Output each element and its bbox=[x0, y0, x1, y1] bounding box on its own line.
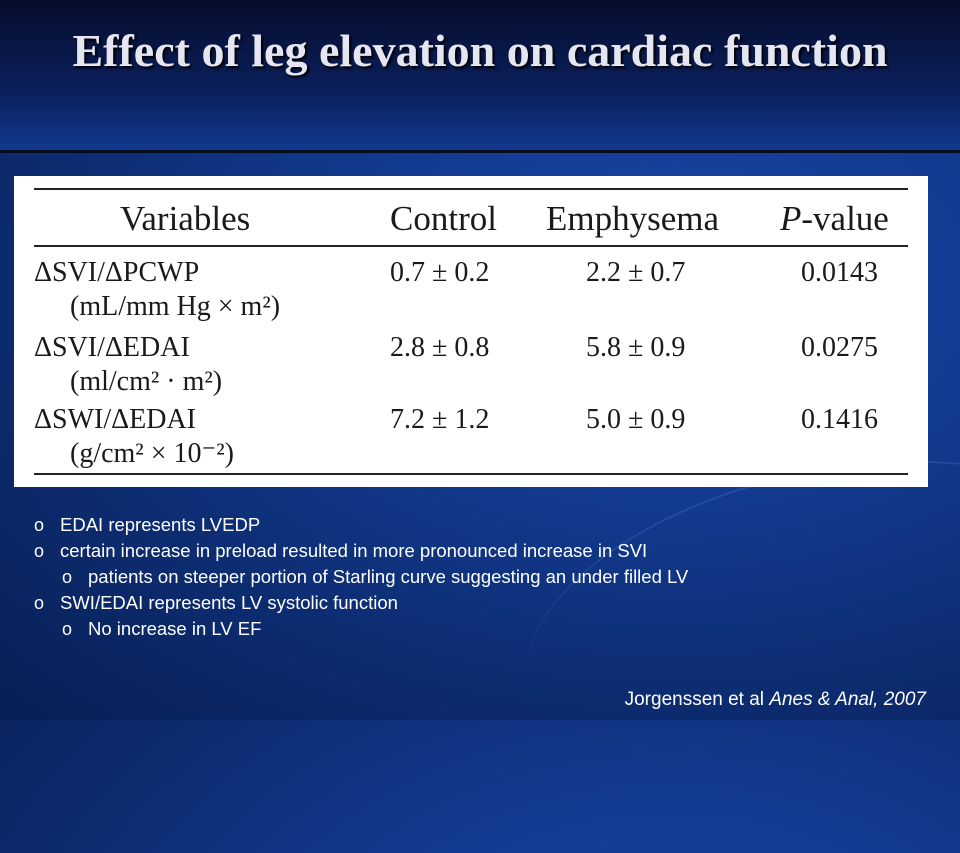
row-2-control: 2.8 ± 0.8 bbox=[390, 332, 490, 363]
row-1-p-value: 0.0143 bbox=[801, 257, 878, 288]
note-text: No increase in LV EF bbox=[88, 618, 262, 639]
table-bottom-rule bbox=[34, 473, 908, 475]
table-header-rule bbox=[34, 245, 908, 247]
note-subitem: o No increase in LV EF bbox=[34, 616, 934, 642]
note-subitem: o patients on steeper portion of Starling… bbox=[34, 564, 934, 590]
row-1-control: 0.7 ± 0.2 bbox=[390, 257, 490, 288]
header-p-suffix: -value bbox=[801, 199, 889, 238]
citation: Jorgenssen et al Anes & Anal, 2007 bbox=[625, 688, 926, 712]
row-2-p-value: 0.0275 bbox=[801, 332, 878, 363]
note-text: SWI/EDAI represents LV systolic function bbox=[60, 592, 398, 613]
bullet-marker-icon: o bbox=[62, 567, 73, 587]
header-p-value: P-value bbox=[780, 198, 889, 240]
row-2-variable: ΔSVI/ΔEDAI bbox=[34, 332, 190, 363]
citation-authors: Jorgenssen et al bbox=[624, 689, 770, 710]
row-1-variable: ΔSVI/ΔPCWP bbox=[34, 257, 200, 288]
note-text: EDAI represents LVEDP bbox=[60, 514, 261, 535]
slide-title: Effect of leg elevation on cardiac funct… bbox=[72, 25, 888, 76]
note-text: patients on steeper portion of Starling … bbox=[88, 566, 689, 587]
citation-journal: Anes & Anal, 2007 bbox=[769, 689, 926, 710]
note-item: o certain increase in preload resulted in… bbox=[34, 538, 934, 564]
header-p-letter: P bbox=[780, 199, 802, 238]
note-text: certain increase in preload resulted in … bbox=[60, 540, 648, 561]
row-2-emphysema: 5.8 ± 0.9 bbox=[586, 332, 686, 363]
header-variables: Variables bbox=[120, 199, 251, 238]
bullet-marker-icon: o bbox=[34, 541, 45, 561]
row-3-units: (g/cm² × 10⁻²) bbox=[70, 438, 234, 469]
bullet-marker-icon: o bbox=[34, 515, 45, 535]
row-3-variable: ΔSWI/ΔEDAI bbox=[34, 404, 196, 435]
notes-list: o EDAI represents LVEDP o certain increase… bbox=[34, 512, 934, 642]
results-table-image: Variables Control Emphysema P-value ΔSVI… bbox=[14, 176, 928, 487]
title-divider bbox=[0, 150, 960, 153]
title-band bbox=[0, 0, 960, 152]
row-2-units: (ml/cm² · m²) bbox=[70, 366, 223, 397]
row-1-emphysema: 2.2 ± 0.7 bbox=[586, 257, 686, 288]
note-item: o EDAI represents LVEDP bbox=[34, 512, 934, 538]
note-item: o SWI/EDAI represents LV systolic functio… bbox=[34, 590, 934, 616]
table-top-rule bbox=[34, 188, 908, 190]
bullet-marker-icon: o bbox=[62, 619, 73, 639]
header-emphysema: Emphysema bbox=[546, 199, 720, 238]
bullet-marker-icon: o bbox=[34, 593, 45, 613]
row-1-units: (mL/mm Hg × m²) bbox=[70, 291, 281, 322]
row-3-control: 7.2 ± 1.2 bbox=[390, 404, 490, 435]
row-3-p-value: 0.1416 bbox=[801, 404, 878, 435]
header-control: Control bbox=[390, 199, 497, 238]
row-3-emphysema: 5.0 ± 0.9 bbox=[586, 404, 686, 435]
